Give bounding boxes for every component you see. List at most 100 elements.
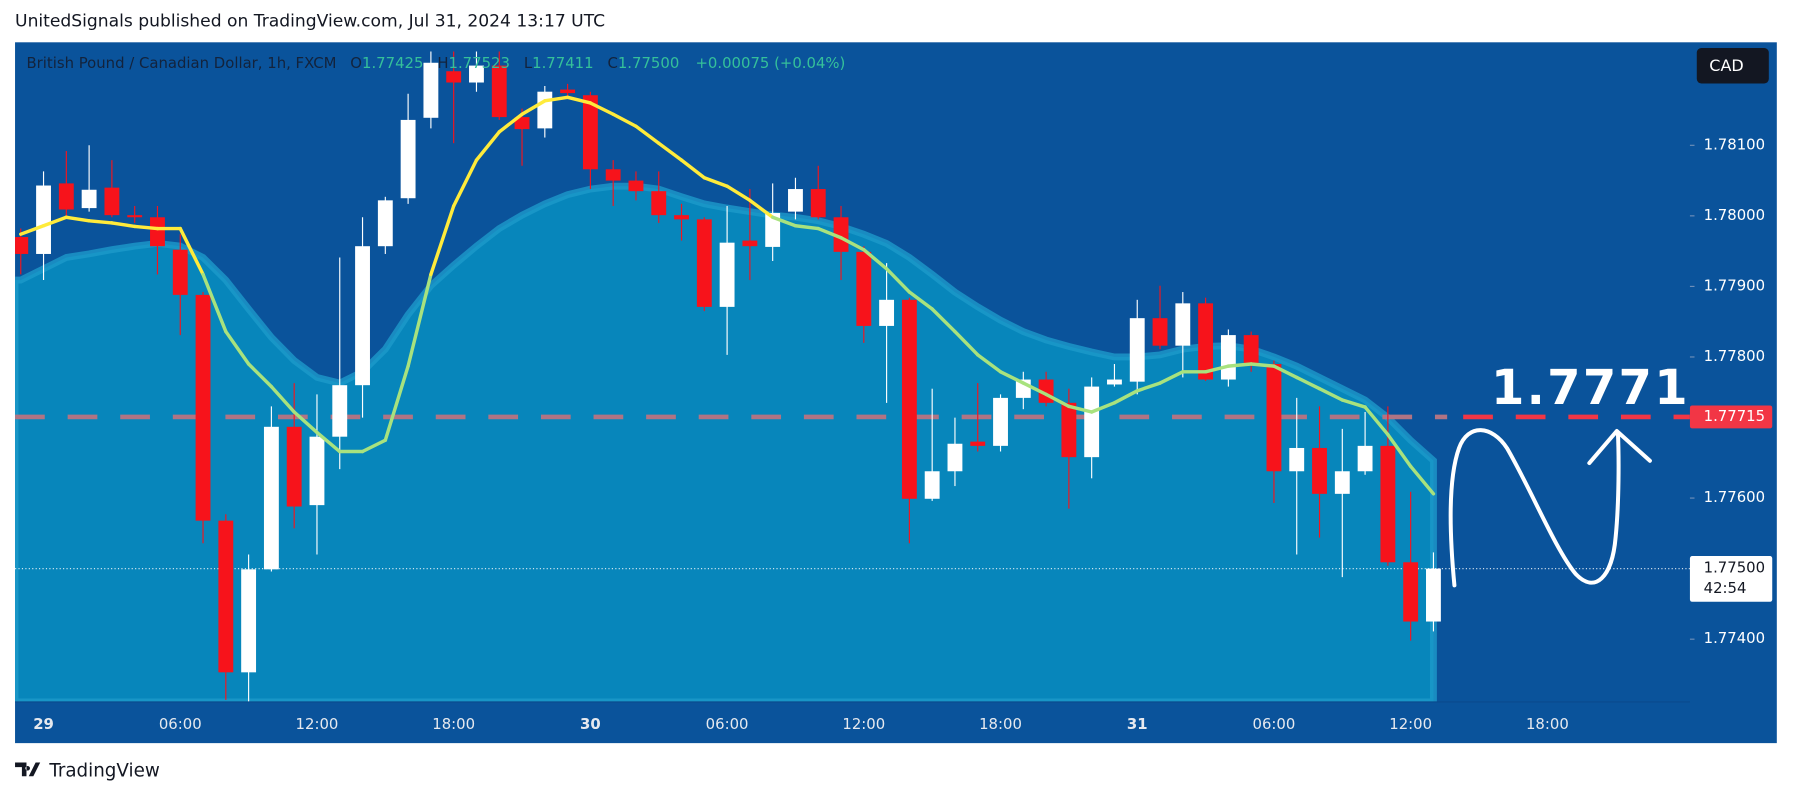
ma-line xyxy=(360,438,388,454)
candle-body xyxy=(446,71,462,83)
candle-body xyxy=(127,215,143,218)
currency-label[interactable]: CAD xyxy=(1709,56,1743,75)
currency-button-bg[interactable] xyxy=(1696,48,1769,84)
x-tick-label: 29 xyxy=(33,715,54,733)
ma-line xyxy=(246,362,274,389)
candle-body xyxy=(947,443,963,472)
y-tick-label: 1.77800 xyxy=(1704,347,1765,365)
ma-line xyxy=(87,219,114,225)
change: +0.00075 (+0.04%) xyxy=(695,54,845,72)
candle-body xyxy=(241,569,257,673)
annotation-text: 1.7771 xyxy=(1491,360,1690,416)
ma-line xyxy=(497,112,524,134)
ohlc-label: C xyxy=(607,54,617,72)
candle-body xyxy=(1266,364,1282,472)
ma-line xyxy=(1363,405,1390,437)
candle-body xyxy=(1357,445,1373,472)
ma-line xyxy=(543,95,570,103)
candle-body xyxy=(172,249,188,295)
x-tick-label: 12:00 xyxy=(1389,715,1432,733)
candle-body xyxy=(651,191,667,216)
ma-line xyxy=(907,290,934,311)
ma-line xyxy=(383,364,410,442)
ma-line xyxy=(132,224,160,231)
ma-line xyxy=(292,410,319,435)
ma-line xyxy=(1272,364,1299,380)
candle-body xyxy=(1380,445,1396,563)
ohlc-label: H xyxy=(437,54,448,72)
ma-line xyxy=(1386,432,1413,469)
candle-body xyxy=(81,189,97,209)
x-tick-label: 18:00 xyxy=(979,715,1022,733)
ma-line xyxy=(657,141,684,162)
candle-body xyxy=(1220,335,1236,380)
ma-line xyxy=(953,329,980,357)
ma-line xyxy=(998,370,1026,385)
publish-info: UnitedSignals published on TradingView.c… xyxy=(15,12,605,32)
ma-line xyxy=(816,226,843,240)
candle-body xyxy=(1061,402,1077,458)
candle-body xyxy=(263,426,279,570)
ma-line xyxy=(224,329,251,366)
price-label: 1.77715 xyxy=(1704,407,1765,425)
ma-line xyxy=(64,215,91,223)
ma-line xyxy=(19,224,46,236)
ma-line xyxy=(611,112,638,128)
ohlc-label: L xyxy=(524,54,533,72)
ma-line xyxy=(1203,364,1231,374)
candle-body xyxy=(1334,471,1350,494)
currency-button[interactable]: CAD xyxy=(1696,48,1769,84)
candle-body xyxy=(1084,386,1100,458)
x-tick-label: 12:00 xyxy=(296,715,339,733)
candle-body xyxy=(218,520,234,673)
candle-body xyxy=(1152,318,1168,346)
candle-body xyxy=(788,189,803,212)
ma-line xyxy=(474,130,501,162)
price-label-bg xyxy=(1689,556,1773,602)
axes: 1.78100 1.78000 1.77900 1.77800 1.77600 1.774… xyxy=(33,135,1773,733)
x-tick-label: 06:00 xyxy=(1253,715,1296,733)
ma-line xyxy=(1021,381,1048,397)
candle-body xyxy=(674,215,689,220)
price-label-bg xyxy=(1689,405,1773,429)
plot-area xyxy=(15,51,1690,702)
candle-body xyxy=(742,240,758,247)
ma-line xyxy=(41,215,69,228)
logo-icon xyxy=(15,762,41,777)
ma-line xyxy=(1408,464,1436,496)
ma-line xyxy=(269,384,296,414)
candle-body xyxy=(1175,303,1191,346)
y-tick-label: 1.78100 xyxy=(1704,135,1765,153)
candle-body xyxy=(1243,335,1259,365)
candle-body xyxy=(1107,379,1122,385)
ma-line xyxy=(565,95,593,105)
candle-body xyxy=(605,169,621,181)
ma-line xyxy=(1044,392,1071,409)
ma-line xyxy=(1340,398,1367,409)
candle-body xyxy=(1198,303,1214,380)
candle-body xyxy=(355,246,370,386)
ma-line xyxy=(451,158,479,208)
candle-body xyxy=(1312,447,1327,494)
y-tick-label: 1.77900 xyxy=(1704,276,1765,294)
candle-body xyxy=(924,471,940,499)
ma-line xyxy=(976,353,1003,374)
candle-body xyxy=(970,441,986,446)
ma-line xyxy=(520,99,547,116)
candle-body xyxy=(582,95,598,170)
ma-line xyxy=(702,176,729,188)
candle-body xyxy=(15,237,29,254)
ohlc-value: 1.77500 xyxy=(618,54,679,72)
y-tick-label: 1.77400 xyxy=(1704,629,1765,647)
x-tick-label: 06:00 xyxy=(159,715,202,733)
x-tick-label: 12:00 xyxy=(842,715,885,733)
x-tick-label: 06:00 xyxy=(706,715,749,733)
ma-line xyxy=(862,248,889,271)
candle-body xyxy=(104,187,120,216)
candle-body xyxy=(195,294,211,521)
candle-body xyxy=(901,299,917,499)
ma-line xyxy=(1226,362,1253,368)
candle-body xyxy=(833,217,849,252)
candle-body xyxy=(1403,562,1419,622)
